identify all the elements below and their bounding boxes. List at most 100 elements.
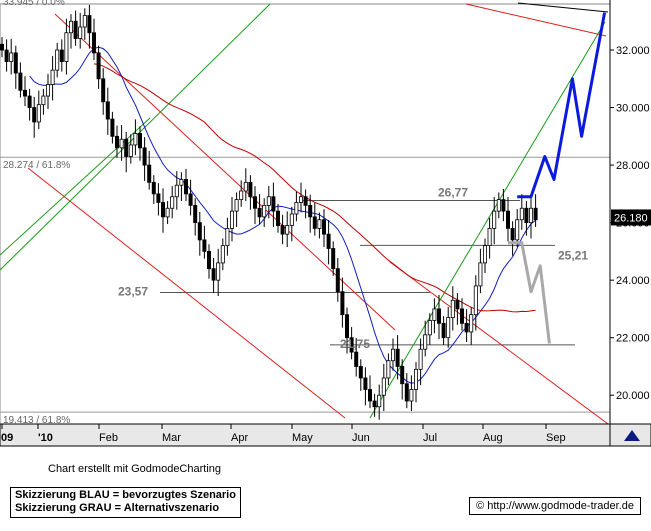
candle [280, 214, 285, 245]
candle [13, 45, 18, 89]
candle [482, 238, 487, 273]
candle [73, 10, 78, 46]
candle [294, 191, 299, 222]
candle [55, 42, 60, 78]
candle [248, 175, 253, 210]
candle [413, 362, 418, 403]
scenario-gray-path [508, 241, 551, 344]
candle [510, 221, 515, 256]
channel-extension-line [389, 261, 609, 425]
candle [165, 201, 170, 225]
candle [418, 338, 423, 386]
candle [234, 192, 239, 227]
last-price-tag [611, 209, 651, 226]
candle [22, 76, 27, 107]
candle [331, 241, 336, 276]
candle [170, 186, 175, 219]
candle [492, 197, 497, 245]
candle [487, 217, 492, 259]
candle [36, 90, 41, 130]
candle [459, 298, 464, 331]
candle [285, 211, 290, 248]
candle [41, 88, 46, 115]
candle [317, 212, 322, 239]
candle [400, 359, 405, 400]
candle [225, 217, 230, 256]
candle [197, 211, 202, 256]
candle [303, 189, 308, 219]
candle [110, 111, 115, 144]
candle [395, 335, 400, 380]
candle [32, 96, 37, 138]
candle [529, 197, 534, 239]
candle [533, 194, 538, 227]
candle [124, 132, 129, 173]
fib-level-label: 28.274 / 61.8% [3, 160, 70, 171]
resistance-red-line [465, 3, 607, 37]
scenario-legend: Skizzierung BLAU = bevorzugtes Szenario … [10, 487, 241, 518]
last-price-label: 26.180 [614, 212, 648, 224]
candle [206, 244, 211, 279]
candle [473, 275, 478, 331]
level-label: 21,75 [340, 337, 370, 351]
candle [289, 206, 294, 242]
candle [92, 18, 97, 61]
fib-level-label: 19.413 / 61.8% [3, 415, 70, 426]
candle [220, 238, 225, 271]
candle [69, 14, 74, 49]
candle [423, 320, 428, 357]
x-tick-label: Apr [231, 432, 248, 444]
level-label: 25,21 [558, 248, 588, 262]
candle [151, 175, 156, 204]
x-tick-label: May [292, 432, 313, 444]
candle [160, 188, 165, 233]
legend-gray: Skizzierung GRAU = Alternativszenario [15, 502, 220, 514]
x-tick-label: Mar [162, 432, 181, 444]
candle [367, 375, 372, 409]
candle [432, 298, 437, 334]
candle [257, 194, 262, 225]
candle [87, 4, 92, 49]
candle [455, 293, 460, 325]
candle [4, 39, 9, 72]
x-tick-label: Aug [483, 432, 503, 444]
candle [363, 367, 368, 406]
candle [266, 186, 271, 219]
candle [381, 363, 386, 412]
candle [505, 197, 510, 242]
copyright-link[interactable]: © http://www.godmode-trader.de [469, 497, 641, 515]
y-tick-label: 22.000 [616, 333, 650, 345]
moving-average-short [29, 46, 536, 384]
candle [446, 306, 451, 348]
candle [372, 393, 377, 417]
y-tick-label: 20.000 [616, 390, 650, 402]
y-tick-label: 28.000 [616, 160, 650, 172]
candle [409, 375, 414, 412]
candle [18, 62, 23, 98]
fib-level-label: 33.945 / 0.0% [3, 0, 65, 8]
candle [211, 258, 216, 294]
legend-blue: Skizzierung BLAU = bevorzugtes Szenario [15, 489, 236, 501]
candle [441, 316, 446, 345]
candle [252, 186, 257, 225]
x-tick-label: Sep [546, 432, 566, 444]
candle [243, 168, 248, 202]
candle [202, 225, 207, 259]
x-tick-label: 09 [1, 432, 13, 444]
channel-lower-line [27, 167, 346, 419]
candle [239, 180, 244, 207]
candle [147, 151, 152, 190]
candle [174, 171, 179, 210]
candle [377, 384, 382, 420]
candle [469, 307, 474, 345]
y-tick-label: 24.000 [616, 275, 650, 287]
candle [216, 248, 221, 296]
candle [308, 194, 313, 233]
candle [344, 307, 349, 354]
y-tick-label: 32.000 [616, 45, 650, 57]
candle [298, 182, 303, 213]
candle [450, 286, 455, 331]
candle [524, 201, 529, 236]
candle [101, 68, 106, 115]
